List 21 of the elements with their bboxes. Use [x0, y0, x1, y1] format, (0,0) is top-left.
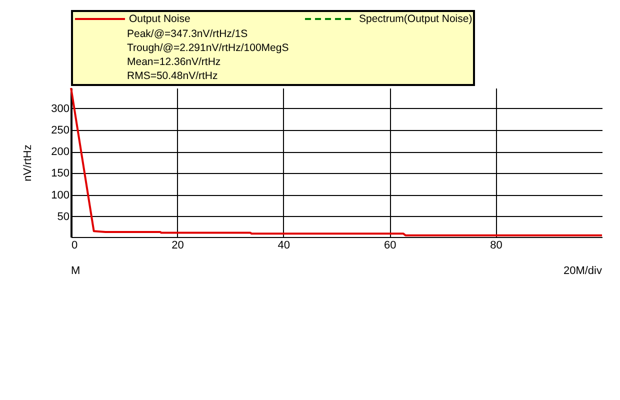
text: 20M/div: [563, 265, 602, 277]
legend-label: Spectrum(Output Noise): [359, 13, 472, 25]
text: Peak/@=347.3nV/rtHz/1S: [127, 28, 248, 40]
y-tick-label: 200: [51, 146, 70, 158]
line-series: [70, 87, 603, 236]
legend-label: Output Noise: [129, 13, 190, 25]
x-tick-label: 40: [278, 240, 290, 252]
x-tick-label: 80: [490, 240, 502, 252]
text: M: [71, 265, 80, 277]
x-tick-label: 20: [172, 240, 184, 252]
y-tick-label: 300: [51, 102, 70, 115]
text: RMS=50.48nV/rtHz: [127, 70, 218, 82]
y-tick-label: 50: [57, 210, 70, 223]
y-tick-label: 150: [51, 168, 70, 180]
x-tick-label: 0: [72, 240, 78, 252]
text: Mean=12.36nV/rtHz: [127, 56, 221, 68]
y-axis-title: nV/rtHz: [22, 144, 34, 182]
y-tick-label: 250: [51, 124, 70, 137]
x-tick-label: 60: [384, 240, 396, 252]
text: Trough/@=2.291nV/rtHz/100MegS: [127, 42, 289, 54]
y-tick-label: 100: [51, 189, 70, 202]
